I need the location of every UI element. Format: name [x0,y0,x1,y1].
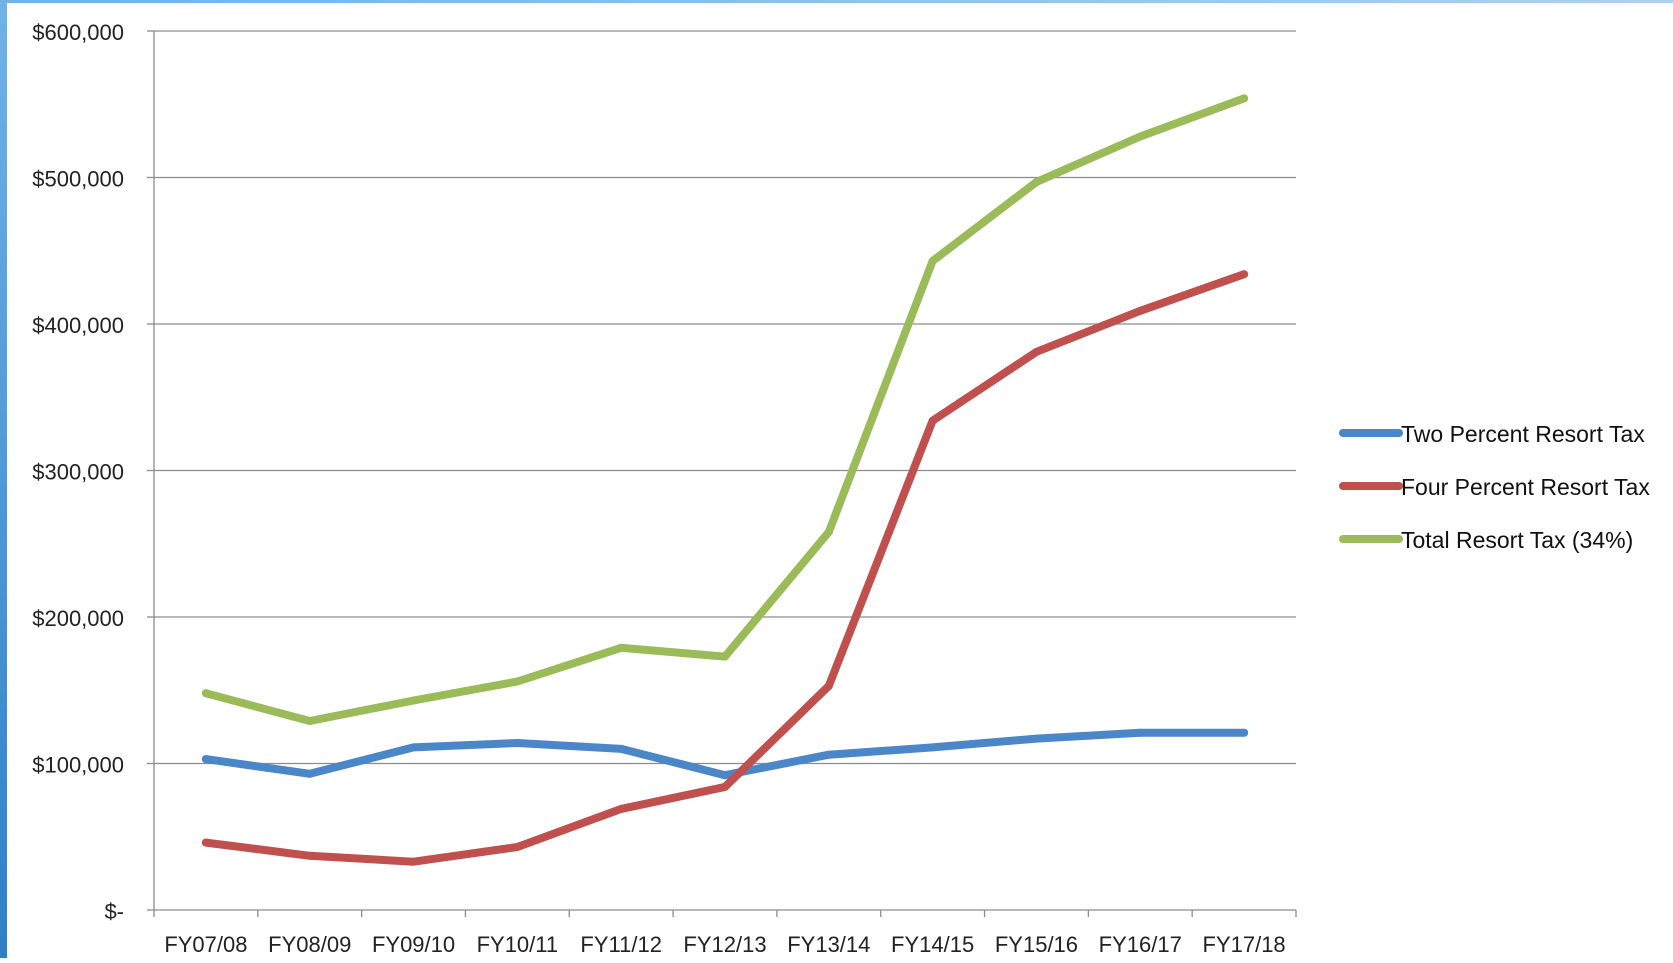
data-point [409,857,418,866]
series-line-1 [201,728,1249,780]
x-tick-label: FY07/08 [164,932,247,957]
y-tick-label: $400,000 [32,313,124,338]
data-point [1136,132,1145,141]
data-point [1032,177,1041,186]
y-tick-label: $100,000 [32,753,124,778]
data-point [409,696,418,705]
x-tick-labels: FY07/08 FY08/09 FY09/10 FY10/11 FY11/12 FY12/… [164,932,1285,957]
x-tick-label: FY11/12 [580,932,662,957]
data-point [824,681,833,690]
y-tick-label: $300,000 [32,460,124,485]
data-point [928,416,937,425]
y-tick-labels: $- $100,000 $200,000 $300,000 $400,000 $500,0… [32,20,124,924]
data-point [305,851,314,860]
gridlines [154,30,1296,765]
data-point [305,769,314,778]
x-tick-label: FY08/09 [268,932,351,957]
axes [147,30,1297,917]
left-border-strip [0,0,7,958]
data-point [513,738,522,747]
data-point [1240,94,1249,103]
x-tick-label: FY10/11 [477,932,559,957]
x-tick-label: FY17/18 [1203,932,1286,957]
y-tick-label: $- [104,899,124,924]
data-point [721,771,729,780]
legend: Two Percent Resort Tax Four Percent Resor… [1339,421,1650,553]
data-point [1136,728,1145,737]
data-point [617,744,626,753]
data-point [928,257,937,266]
data-point [1240,728,1249,737]
x-tick-label: FY15/16 [995,932,1078,957]
x-tick-label: FY09/10 [372,932,455,957]
data-point [1032,347,1041,356]
legend-label: Total Resort Tax (34%) [1401,527,1633,553]
data-point [928,743,937,752]
data-point [824,750,833,759]
data-point [201,755,210,764]
series-lines [201,94,1249,866]
data-point [513,843,522,852]
legend-label: Four Percent Resort Tax [1401,474,1650,500]
data-point [617,804,626,813]
data-point [201,689,210,698]
data-point [1240,270,1249,279]
data-point [305,717,314,726]
data-point [617,643,626,652]
y-tick-label: $200,000 [32,606,124,631]
data-point [409,743,418,752]
data-point [721,782,729,791]
y-tick-label: $500,000 [32,167,124,192]
data-point [824,528,833,537]
x-tick-label: FY12/13 [683,932,766,957]
x-tick-label: FY13/14 [787,932,870,957]
x-tick-label: FY14/15 [891,932,974,957]
y-tick-label: $600,000 [32,20,124,45]
data-point [1136,306,1145,315]
legend-label: Two Percent Resort Tax [1401,421,1645,447]
x-tick-label: FY16/17 [1099,932,1182,957]
top-border-strip [0,0,1673,3]
series-line-3 [201,94,1249,725]
data-point [1032,734,1041,743]
data-point [721,652,729,661]
data-point [513,677,522,686]
data-point [201,838,210,847]
